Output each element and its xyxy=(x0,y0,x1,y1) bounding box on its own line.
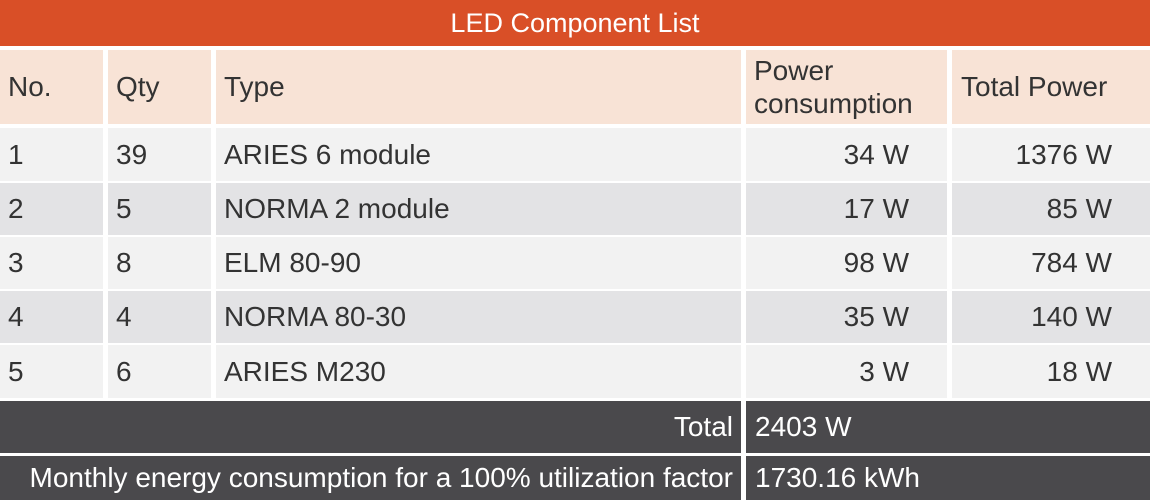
header-power-consumption: Power consumption xyxy=(746,50,947,124)
cell-qty: 6 xyxy=(108,345,211,398)
cell-total-power: 18 W xyxy=(952,345,1150,398)
table-row: 2 5 NORMA 2 module 17 W 85 W xyxy=(0,183,1150,235)
cell-no: 2 xyxy=(0,183,103,235)
table-header-row: No. Qty Type Power consumption Total Pow… xyxy=(0,50,1150,124)
cell-power: 35 W xyxy=(746,291,947,343)
header-type: Type xyxy=(216,50,741,124)
cell-type: ARIES 6 module xyxy=(216,128,741,181)
cell-total-power: 784 W xyxy=(952,237,1150,289)
cell-qty: 39 xyxy=(108,128,211,181)
cell-total-power: 1376 W xyxy=(952,128,1150,181)
cell-type: NORMA 80-30 xyxy=(216,291,741,343)
cell-type: ARIES M230 xyxy=(216,345,741,398)
header-qty: Qty xyxy=(108,50,211,124)
cell-power: 17 W xyxy=(746,183,947,235)
table-row: 1 39 ARIES 6 module 34 W 1376 W xyxy=(0,128,1150,181)
cell-type: NORMA 2 module xyxy=(216,183,741,235)
cell-no: 4 xyxy=(0,291,103,343)
header-total-power: Total Power xyxy=(952,50,1150,124)
cell-no: 1 xyxy=(0,128,103,181)
cell-no: 5 xyxy=(0,345,103,398)
cell-power: 3 W xyxy=(746,345,947,398)
cell-power: 98 W xyxy=(746,237,947,289)
monthly-energy-value: 1730.16 kWh xyxy=(746,456,1150,500)
cell-power: 34 W xyxy=(746,128,947,181)
monthly-energy-label: Monthly energy consumption for a 100% ut… xyxy=(0,456,741,500)
total-label: Total xyxy=(0,401,741,453)
cell-qty: 8 xyxy=(108,237,211,289)
table-row: 4 4 NORMA 80-30 35 W 140 W xyxy=(0,291,1150,343)
cell-total-power: 140 W xyxy=(952,291,1150,343)
table-row: 3 8 ELM 80-90 98 W 784 W xyxy=(0,237,1150,289)
total-row: Total 2403 W xyxy=(0,401,1150,453)
cell-no: 3 xyxy=(0,237,103,289)
header-no: No. xyxy=(0,50,103,124)
table-title: LED Component List xyxy=(0,0,1150,50)
monthly-energy-row: Monthly energy consumption for a 100% ut… xyxy=(0,456,1150,500)
cell-qty: 5 xyxy=(108,183,211,235)
total-value: 2403 W xyxy=(746,401,1150,453)
cell-type: ELM 80-90 xyxy=(216,237,741,289)
table-row: 5 6 ARIES M230 3 W 18 W xyxy=(0,345,1150,398)
cell-total-power: 85 W xyxy=(952,183,1150,235)
cell-qty: 4 xyxy=(108,291,211,343)
